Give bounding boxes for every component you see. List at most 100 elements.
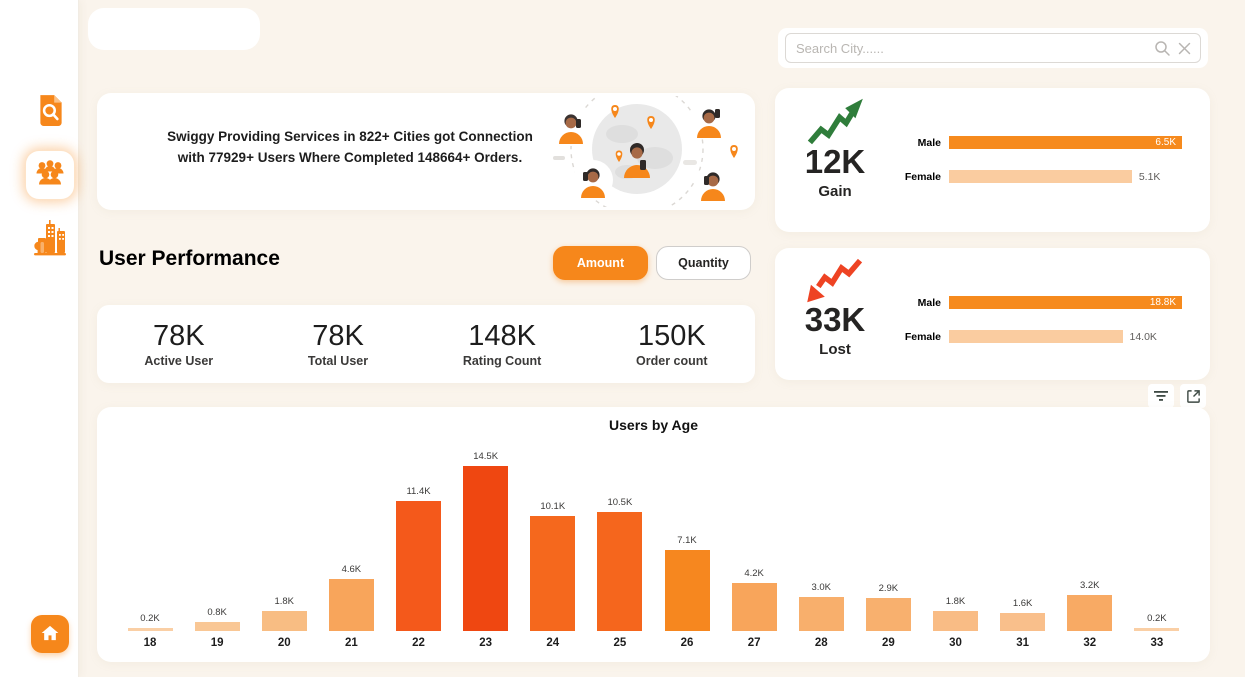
sidebar-item-users-group[interactable] [26,151,74,199]
clear-icon[interactable] [1177,41,1192,56]
bar-value-label: 3.0K [811,581,832,593]
gain-label: Gain [818,183,852,200]
chart-bar-age-19[interactable]: 0.8K 19 [188,607,246,650]
bar-value-label: 2.9K [878,583,899,594]
search-card [778,28,1208,68]
chart-bar-age-23[interactable]: 14.5K 23 [457,451,515,650]
home-icon [40,623,60,646]
bar[interactable] [597,511,643,631]
chart-plot-area: 0.2K 18 0.8K 19 1.8K 20 4.6K 21 11.4K 22 14.5K 23 10… [121,447,1186,650]
chart-bar-age-33[interactable]: 0.2K 33 [1128,613,1186,650]
x-axis-tick: 23 [479,637,493,649]
bar[interactable] [865,598,911,631]
chart-title: Users by Age [609,417,698,433]
chart-bar-age-18[interactable]: 0.2K 18 [121,613,179,650]
chart-bar-age-22[interactable]: 11.4K 22 [390,486,448,650]
kpi-value: 78K [312,320,364,352]
chart-bar-age-31[interactable]: 1.6K 31 [994,598,1052,650]
bar[interactable] [396,501,441,631]
male-label: Male [917,136,941,149]
lost-female-row[interactable]: Female 14.0K [897,330,1182,343]
gain-value: 12K [804,143,866,180]
x-axis-tick: 32 [1083,637,1097,649]
male-bar[interactable]: 18.8K [949,296,1182,309]
chart-bar-age-27[interactable]: 4.2K 27 [725,568,783,650]
x-axis-tick: 22 [412,637,425,649]
chart-bar-age-28[interactable]: 3.0K 28 [792,582,850,650]
female-bar-track: 5.1K [949,170,1182,183]
bar[interactable] [261,610,307,631]
bar-value-label: 1.8K [945,595,966,607]
visual-header [1148,384,1206,408]
chart-bar-age-25[interactable]: 10.5K 25 [591,497,649,650]
x-axis-tick: 24 [546,637,560,649]
kpi-rating-count: 148K Rating Count [463,320,541,368]
bar[interactable] [1000,612,1046,631]
chart-bar-age-32[interactable]: 3.2K 32 [1061,580,1119,650]
city-buildings-icon [32,218,68,263]
female-bar[interactable] [949,330,1123,343]
chart-bar-age-26[interactable]: 7.1K 26 [658,535,716,650]
chart-bar-age-30[interactable]: 1.8K 30 [927,596,985,650]
sidebar-item-city-buildings[interactable] [31,219,69,261]
chart-bar-age-20[interactable]: 1.8K 20 [255,596,313,650]
bar-value-label: 4.6K [341,563,362,575]
x-axis-tick: 29 [881,637,895,649]
x-axis-tick: 18 [143,637,157,649]
bar[interactable] [798,596,844,631]
x-axis-tick: 25 [613,637,627,649]
search-icon[interactable] [1154,40,1171,57]
banner-line1: Swiggy Providing Services in 822+ Cities… [167,129,533,144]
lost-male-row[interactable]: Male 18.8K [897,296,1182,309]
focus-mode-icon[interactable] [1180,384,1206,408]
bar[interactable] [1134,628,1180,631]
chart-bar-age-24[interactable]: 10.1K 24 [524,501,582,650]
male-bar-value: 18.8K [1149,297,1176,308]
male-bar[interactable]: 6.5K [949,136,1182,149]
search-box[interactable] [785,33,1201,63]
bar[interactable] [463,466,509,631]
logo-placeholder [88,8,260,50]
bar[interactable] [194,621,240,631]
users-by-age-chart: Users by Age 0.2K 18 0.8K 19 1.8K 20 4.6K 21 11.… [97,407,1210,662]
female-bar[interactable] [949,170,1132,183]
kpi-value: 148K [468,320,536,352]
filter-icon[interactable] [1148,384,1174,408]
bar[interactable] [731,583,777,631]
kpi-label: Rating Count [462,354,542,368]
gain-summary: 12K Gain [785,96,885,200]
amount-button[interactable]: Amount [553,246,648,280]
x-axis-tick: 33 [1150,637,1164,649]
female-bar-value: 14.0K [1129,330,1157,343]
lost-card: 33K Lost Male 18.8K Female 14.0K [775,248,1210,380]
x-axis-tick: 19 [210,637,224,649]
bar[interactable] [530,516,576,631]
kpi-label: Order count [636,354,708,368]
male-bar-track: 18.8K [949,296,1182,309]
bar[interactable] [127,628,173,631]
search-input[interactable] [794,39,1148,57]
gain-male-row[interactable]: Male 6.5K [897,136,1182,149]
chart-bar-age-21[interactable]: 4.6K 21 [322,564,380,650]
bar-value-label: 0.2K [1147,613,1167,624]
people-globe-illustration [523,82,751,216]
bar[interactable] [328,578,374,631]
bar-value-label: 3.2K [1079,579,1100,591]
bar-value-label: 7.1K [677,535,697,547]
kpi-total-user: 78K Total User [308,320,368,368]
quantity-button[interactable]: Quantity [656,246,751,280]
kpi-active-user: 78K Active User [144,320,213,368]
bar[interactable] [664,550,710,631]
chart-bar-age-29[interactable]: 2.9K 29 [859,583,917,650]
male-bar-value: 6.5K [1155,137,1176,148]
home-button[interactable] [31,615,69,653]
gain-female-row[interactable]: Female 5.1K [897,170,1182,183]
x-axis-tick: 21 [344,637,358,649]
bar[interactable] [933,610,978,631]
bar-value-label: 14.5K [473,451,499,462]
bar[interactable] [1067,594,1113,631]
banner-line2: with 77929+ Users Where Completed 148664… [177,150,523,165]
summary-banner: Swiggy Providing Services in 822+ Cities… [97,82,755,216]
sidebar-item-document-search[interactable] [34,94,68,130]
